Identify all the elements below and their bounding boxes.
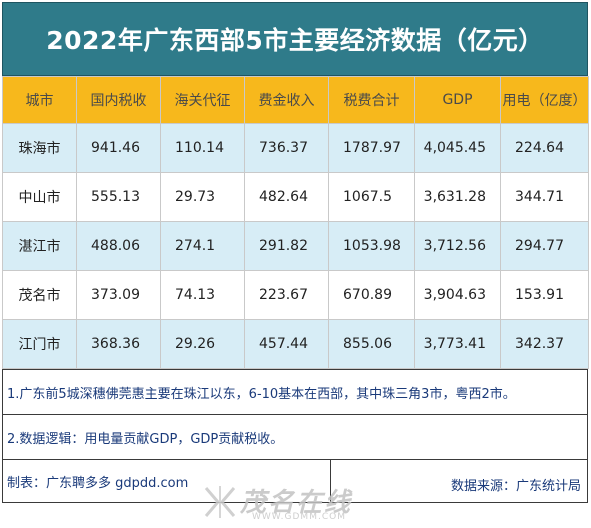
- power-cell: 294.77: [500, 221, 589, 271]
- customs-cell: 110.14: [160, 123, 245, 173]
- city-cell: 湛江市: [2, 221, 77, 271]
- table-header-row: 城市 国内税收 海关代征 费金收入 税费合计 GDP 用电（亿度）: [2, 76, 589, 124]
- note-2: 2.数据逻辑：用电量贡献GDP，GDP贡献税收。: [3, 415, 587, 460]
- fee-cell: 223.67: [244, 270, 329, 320]
- city-cell: 茂名市: [2, 270, 77, 320]
- table-row: 湛江市 488.06 274.1 291.82 1053.98 3,712.56…: [2, 221, 589, 271]
- header-tax-fee-total: 税费合计: [328, 76, 415, 124]
- domestic-tax-cell: 555.13: [76, 172, 161, 222]
- logo-mark-icon: [204, 486, 236, 518]
- customs-cell: 29.73: [160, 172, 245, 222]
- site-watermark: 茂名在线 WWW.GDMM.COM: [200, 480, 420, 526]
- gdp-cell: 3,773.41: [414, 319, 501, 369]
- customs-cell: 274.1: [160, 221, 245, 271]
- power-cell: 342.37: [500, 319, 589, 369]
- power-cell: 153.91: [500, 270, 589, 320]
- header-domestic-tax: 国内税收: [76, 76, 161, 124]
- data-source-credit: 数据来源：广东统计局: [450, 479, 581, 494]
- gdp-cell: 4,045.45: [414, 123, 501, 173]
- fee-cell: 291.82: [244, 221, 329, 271]
- customs-cell: 74.13: [160, 270, 245, 320]
- domestic-tax-cell: 368.36: [76, 319, 161, 369]
- city-cell: 江门市: [2, 319, 77, 369]
- gdp-cell: 3,631.28: [414, 172, 501, 222]
- total-cell: 1067.5: [328, 172, 415, 222]
- gdp-cell: 3,904.63: [414, 270, 501, 320]
- data-sheet: 2022年广东西部5市主要经济数据（亿元） 城市 国内税收 海关代征 费金收入 …: [2, 2, 589, 503]
- fee-cell: 482.64: [244, 172, 329, 222]
- table-row: 珠海市 941.46 110.14 736.37 1787.97 4,045.4…: [2, 123, 589, 173]
- total-cell: 1787.97: [328, 123, 415, 173]
- table-row: 中山市 555.13 29.73 482.64 1067.5 3,631.28 …: [2, 172, 589, 222]
- watermark-url: WWW.GDMM.COM: [252, 512, 346, 522]
- power-cell: 344.71: [500, 172, 589, 222]
- header-gdp: GDP: [414, 76, 501, 124]
- city-cell: 中山市: [2, 172, 77, 222]
- table-row: 茂名市 373.09 74.13 223.67 670.89 3,904.63 …: [2, 270, 589, 320]
- total-cell: 855.06: [328, 319, 415, 369]
- note-1: 1.广东前5城深穗佛莞惠主要在珠江以东，6-10基本在西部，其中珠三角3市，粤西…: [3, 370, 587, 415]
- header-fee-income: 费金收入: [244, 76, 329, 124]
- economic-data-table: 城市 国内税收 海关代征 费金收入 税费合计 GDP 用电（亿度） 珠海市 94…: [2, 76, 589, 369]
- notes-section: 1.广东前5城深穗佛莞惠主要在珠江以东，6-10基本在西部，其中珠三角3市，粤西…: [2, 369, 588, 503]
- fee-cell: 736.37: [244, 123, 329, 173]
- domestic-tax-cell: 941.46: [76, 123, 161, 173]
- city-cell: 珠海市: [2, 123, 77, 173]
- fee-cell: 457.44: [244, 319, 329, 369]
- power-cell: 224.64: [500, 123, 589, 173]
- header-city: 城市: [2, 76, 77, 124]
- footer-row: 制表：广东聘多多 gdpdd.com 数据来源：广东统计局: [3, 460, 587, 502]
- header-customs-collection: 海关代征: [160, 76, 245, 124]
- domestic-tax-cell: 488.06: [76, 221, 161, 271]
- table-row: 江门市 368.36 29.26 457.44 855.06 3,773.41 …: [2, 319, 589, 369]
- customs-cell: 29.26: [160, 319, 245, 369]
- watermark-logo-text: 茂名在线: [240, 488, 353, 518]
- table-maker-credit: 制表：广东聘多多 gdpdd.com: [3, 460, 331, 502]
- sheet-title: 2022年广东西部5市主要经济数据（亿元）: [2, 2, 588, 76]
- header-power-usage: 用电（亿度）: [500, 76, 589, 124]
- total-cell: 1053.98: [328, 221, 415, 271]
- total-cell: 670.89: [328, 270, 415, 320]
- domestic-tax-cell: 373.09: [76, 270, 161, 320]
- gdp-cell: 3,712.56: [414, 221, 501, 271]
